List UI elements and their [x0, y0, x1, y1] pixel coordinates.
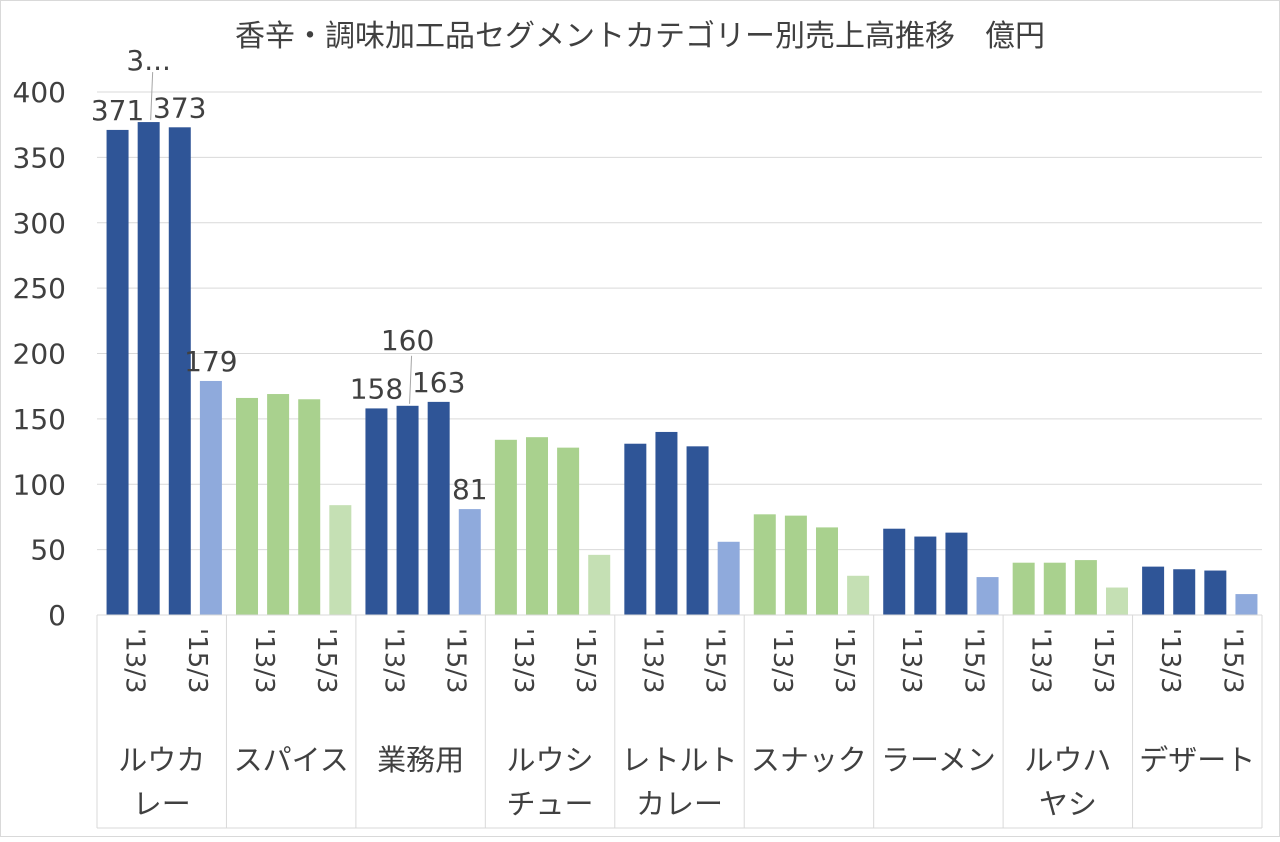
category-label: スパイス: [234, 743, 349, 777]
data-label: 158: [350, 372, 403, 405]
y-tick-label: 400: [13, 76, 66, 109]
bar: [458, 509, 481, 615]
x-tick-label: '15/3: [1088, 628, 1118, 694]
bar: [1204, 570, 1227, 615]
bar: [1142, 566, 1165, 615]
data-label: 373: [153, 91, 206, 124]
category-label: ルウカ: [118, 743, 205, 777]
data-label: 163: [412, 366, 465, 399]
bar: [168, 127, 191, 616]
bar: [1173, 569, 1196, 615]
x-tick-label: '13/3: [896, 628, 926, 694]
chart-title: 香辛・調味加工品セグメントカテゴリー別売上高推移 億円: [235, 19, 1045, 54]
category-label: チュー: [507, 787, 594, 821]
category-label: ルウシ: [507, 743, 594, 777]
bar: [106, 129, 129, 616]
bar: [753, 514, 776, 615]
bar: [914, 536, 937, 615]
data-label: 160: [381, 324, 434, 357]
bar: [396, 405, 419, 615]
x-tick-label: '13/3: [1155, 628, 1185, 694]
x-tick-label: '13/3: [1026, 628, 1056, 694]
category-label: レトルト: [621, 743, 737, 777]
x-tick-label: '13/3: [249, 628, 279, 694]
category-label: デザート: [1139, 743, 1255, 777]
bar: [945, 532, 968, 615]
category-label: ルウハ: [1024, 743, 1111, 777]
y-tick-label: 200: [13, 338, 66, 371]
bar: [526, 437, 548, 615]
bar: [298, 399, 321, 615]
bar: [976, 577, 999, 615]
category-label: 業務用: [377, 743, 464, 777]
bar: [427, 401, 450, 615]
x-tick-label: '13/3: [508, 628, 538, 694]
bars: [106, 122, 1258, 616]
bar: [1106, 587, 1128, 615]
x-tick-label: '13/3: [637, 628, 667, 694]
bar: [588, 554, 611, 615]
x-tick-label: '13/3: [120, 628, 150, 694]
data-labels: 371 3... 373 179 158 160 163 81: [91, 44, 488, 506]
bar: [883, 528, 906, 615]
x-tick-label: '15/3: [441, 628, 471, 694]
y-tick-label: 250: [13, 272, 66, 305]
data-label: 179: [184, 345, 237, 378]
bar: [557, 447, 580, 615]
category-label: ヤシ: [1039, 787, 1097, 821]
data-label-leader: [150, 72, 154, 121]
bar: [655, 431, 678, 615]
category-label: スナック: [751, 743, 867, 777]
bar: [717, 541, 740, 615]
y-tick-label: 300: [13, 207, 66, 240]
y-tick-label: 100: [13, 468, 66, 501]
x-tick-label: '15/3: [958, 628, 988, 694]
bar: [137, 122, 160, 615]
gridlines: [97, 91, 1262, 551]
bar: [816, 527, 838, 615]
bar: [329, 505, 352, 615]
x-tick-label: '13/3: [378, 628, 408, 694]
data-label: 371: [91, 94, 144, 127]
y-tick-label: 150: [13, 403, 66, 436]
y-tick-label: 350: [13, 141, 66, 174]
bar: [847, 575, 870, 615]
x-tick-label: '15/3: [1217, 628, 1247, 694]
bar: [624, 443, 647, 615]
bar: [199, 380, 222, 615]
bar: [267, 394, 290, 615]
bar: [365, 408, 388, 615]
bar: [1235, 594, 1258, 615]
x-tick-label: '15/3: [700, 628, 730, 694]
y-axis: 0 50 100 150 200 250 300 350 400: [13, 76, 66, 632]
x-tick-label: '15/3: [829, 628, 859, 694]
data-label: 81: [452, 473, 488, 506]
y-tick-label: 0: [48, 599, 66, 632]
bar: [686, 446, 709, 615]
bar: [1012, 562, 1035, 615]
x-tick-label: '13/3: [767, 628, 797, 694]
bar: [494, 439, 517, 615]
y-tick-label: 50: [30, 534, 66, 567]
bar: [1074, 560, 1097, 615]
bar: [1043, 562, 1066, 615]
bar: [236, 397, 258, 615]
x-tick-label: '15/3: [570, 628, 600, 694]
x-tick-label: '15/3: [182, 628, 212, 694]
data-label-leader: [409, 355, 413, 404]
category-label: レー: [133, 787, 191, 821]
category-label: ラーメン: [881, 743, 996, 777]
data-label: 3...: [126, 44, 171, 77]
category-label: カレー: [636, 787, 723, 821]
x-tick-label: '15/3: [311, 628, 341, 694]
bar: [784, 515, 807, 615]
